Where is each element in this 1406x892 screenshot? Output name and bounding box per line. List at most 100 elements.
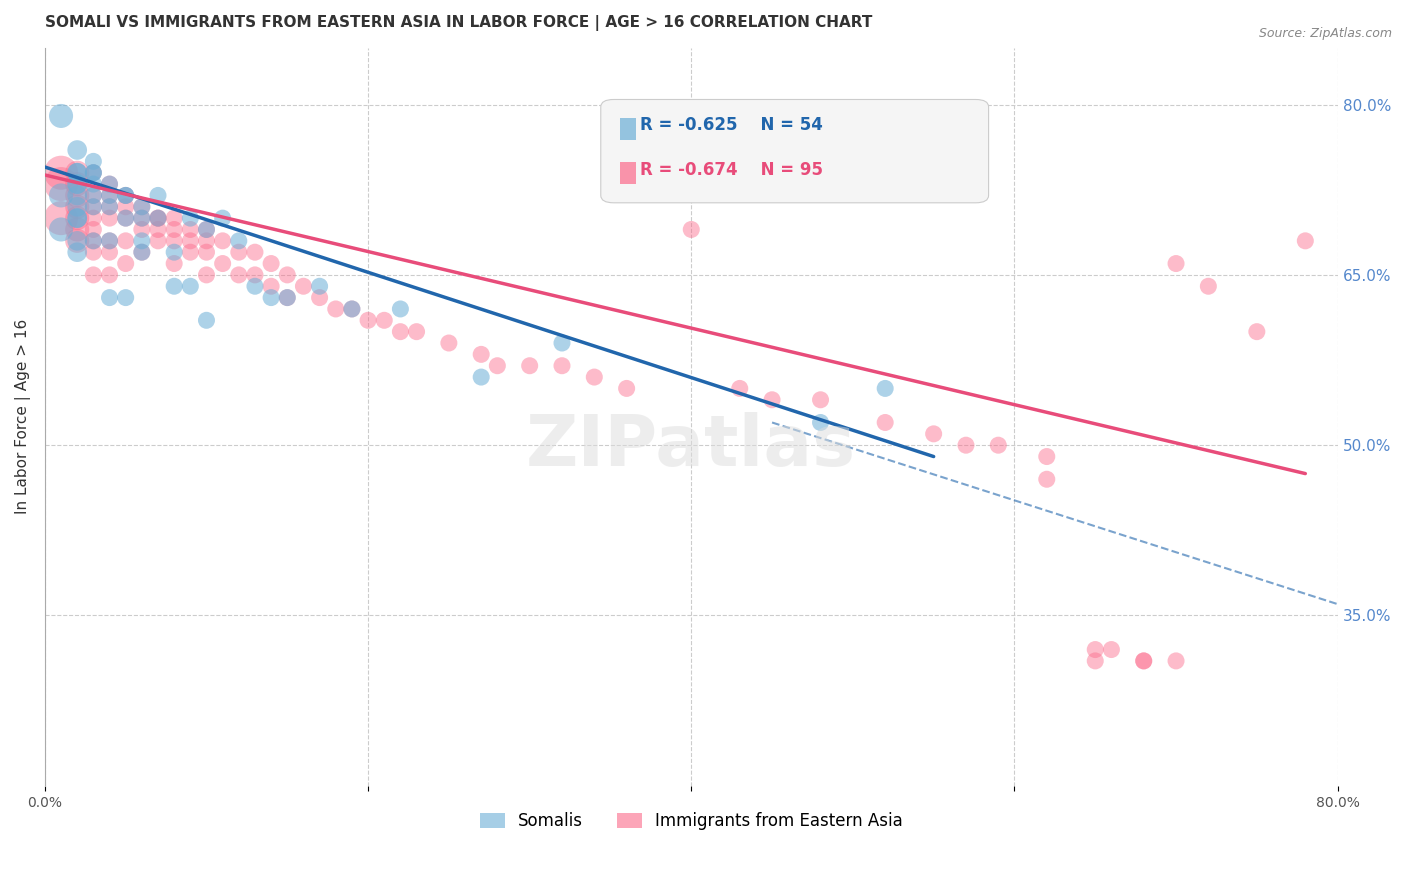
Point [49, 177, 72, 191]
Point [82, 200, 104, 214]
Point [243, 245, 266, 260]
Point [405, 325, 427, 339]
Point [276, 291, 298, 305]
Point [389, 325, 412, 339]
Point [98, 200, 121, 214]
Point [519, 359, 541, 373]
Point [583, 370, 606, 384]
Point [82, 166, 104, 180]
Point [98, 234, 121, 248]
Point [875, 416, 897, 430]
Point [82, 234, 104, 248]
Point [1164, 654, 1187, 668]
Point [146, 211, 169, 226]
Point [1036, 450, 1059, 464]
Point [146, 211, 169, 226]
Point [146, 188, 169, 202]
Point [66, 234, 89, 248]
Point [325, 301, 347, 316]
Point [195, 268, 218, 282]
Point [66, 166, 89, 180]
Point [114, 211, 136, 226]
Point [82, 222, 104, 236]
Point [66, 211, 89, 226]
Point [308, 291, 330, 305]
Point [211, 256, 233, 270]
Point [243, 268, 266, 282]
Point [340, 301, 363, 316]
Point [82, 154, 104, 169]
Bar [620, 118, 636, 140]
FancyBboxPatch shape [600, 100, 988, 202]
Point [98, 200, 121, 214]
Point [98, 188, 121, 202]
Point [195, 234, 218, 248]
Point [66, 200, 89, 214]
Point [82, 200, 104, 214]
Point [631, 154, 654, 169]
Bar [620, 162, 636, 185]
Point [1084, 642, 1107, 657]
Point [922, 426, 945, 441]
Point [66, 188, 89, 202]
Point [728, 381, 751, 395]
Point [146, 222, 169, 236]
Point [114, 211, 136, 226]
Text: R = -0.674    N = 95: R = -0.674 N = 95 [640, 161, 823, 178]
Point [82, 188, 104, 202]
Point [66, 211, 89, 226]
Point [179, 234, 201, 248]
Point [1084, 654, 1107, 668]
Point [66, 234, 89, 248]
Point [761, 392, 783, 407]
Point [955, 438, 977, 452]
Point [114, 291, 136, 305]
Point [66, 166, 89, 180]
Point [66, 143, 89, 157]
Point [98, 177, 121, 191]
Point [1164, 256, 1187, 270]
Point [357, 313, 380, 327]
Point [228, 234, 250, 248]
Point [616, 381, 638, 395]
Text: SOMALI VS IMMIGRANTS FROM EASTERN ASIA IN LABOR FORCE | AGE > 16 CORRELATION CHA: SOMALI VS IMMIGRANTS FROM EASTERN ASIA I… [45, 15, 872, 31]
Point [340, 301, 363, 316]
Point [66, 188, 89, 202]
Point [82, 166, 104, 180]
Point [98, 245, 121, 260]
Point [82, 268, 104, 282]
Point [82, 166, 104, 180]
Point [551, 336, 574, 351]
Point [987, 438, 1010, 452]
Point [163, 211, 186, 226]
Point [195, 313, 218, 327]
Point [211, 211, 233, 226]
Point [179, 245, 201, 260]
Point [308, 279, 330, 293]
Point [131, 222, 153, 236]
Point [195, 222, 218, 236]
Point [260, 291, 283, 305]
Point [82, 177, 104, 191]
Point [49, 166, 72, 180]
Point [66, 200, 89, 214]
Point [389, 301, 412, 316]
Point [1132, 654, 1154, 668]
Legend: Somalis, Immigrants from Eastern Asia: Somalis, Immigrants from Eastern Asia [474, 805, 910, 837]
Point [82, 211, 104, 226]
Point [195, 222, 218, 236]
Point [66, 177, 89, 191]
Text: Source: ZipAtlas.com: Source: ZipAtlas.com [1258, 27, 1392, 40]
Point [146, 211, 169, 226]
Point [131, 200, 153, 214]
Point [260, 279, 283, 293]
Point [551, 359, 574, 373]
Point [66, 222, 89, 236]
Point [66, 166, 89, 180]
Point [98, 234, 121, 248]
Point [163, 256, 186, 270]
Point [163, 279, 186, 293]
Point [292, 279, 315, 293]
Point [228, 268, 250, 282]
Point [1036, 472, 1059, 486]
